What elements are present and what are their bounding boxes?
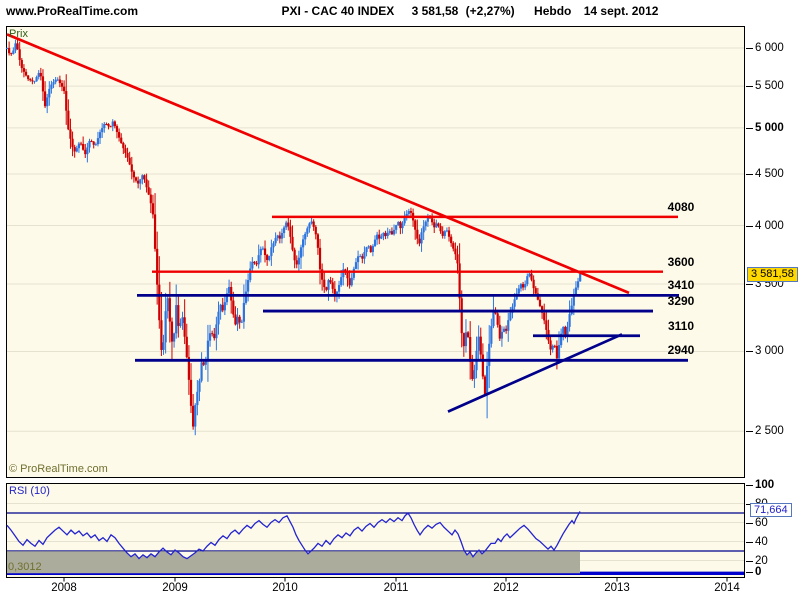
rsi-tick-0: 100	[746, 478, 774, 492]
rsi-chart-canvas[interactable]	[6, 483, 745, 578]
x-axis-year-2009: 2009	[162, 582, 188, 594]
copyright-watermark: © ProRealTime.com	[9, 463, 108, 475]
price-panel-title: Prix	[9, 28, 28, 40]
x-axis-year-2012: 2012	[493, 582, 519, 594]
price-tick-0: 6 000	[746, 41, 784, 55]
price-tick-2: 5 000	[746, 121, 784, 135]
level-label-3: 3290	[667, 294, 695, 309]
x-axis-year-2013: 2013	[604, 582, 630, 594]
rsi-panel-title: RSI (10)	[9, 485, 50, 497]
rsi-extra-value: 0,3012	[8, 561, 42, 573]
quote-date: 14 sept. 2012	[583, 4, 659, 18]
price-tick-7: 2 500	[746, 424, 784, 438]
price-tick-3: 4 500	[746, 167, 784, 181]
level-label-2: 3410	[667, 278, 695, 293]
price-tick-4: 4 000	[746, 219, 784, 233]
x-axis-year-2014: 2014	[714, 582, 740, 594]
x-axis-year-2010: 2010	[272, 582, 298, 594]
last-price: 3 581,58	[411, 4, 459, 18]
last-price-badge: 3 581,58	[747, 267, 798, 282]
rsi-tick-2: 60	[746, 516, 768, 530]
rsi-tick-3: 40	[746, 535, 768, 549]
price-change-percent: (+2,27%)	[465, 4, 515, 18]
timeframe-label: Hebdo	[534, 4, 572, 18]
rsi-value-badge: 71,664	[750, 503, 792, 517]
site-logo-text: www.ProRealTime.com	[6, 4, 139, 18]
level-label-1: 3600	[667, 254, 695, 269]
price-tick-1: 5 500	[746, 79, 784, 93]
x-axis-year-2008: 2008	[51, 582, 77, 594]
instrument-name: PXI - CAC 40 INDEX	[281, 4, 395, 18]
rsi-tick-4: 20	[746, 554, 768, 568]
level-label-4: 3110	[667, 318, 695, 333]
price-chart-canvas[interactable]	[6, 26, 745, 478]
price-tick-6: 3 000	[746, 344, 784, 358]
rsi-tick-5: 0	[746, 565, 761, 579]
level-label-5: 2940	[667, 343, 695, 358]
level-label-0: 4080	[667, 199, 695, 214]
x-axis-year-2011: 2011	[383, 582, 409, 594]
chart-header: PXI - CAC 40 INDEX 3 581,58 (+2,27%) Heb…	[140, 4, 800, 18]
